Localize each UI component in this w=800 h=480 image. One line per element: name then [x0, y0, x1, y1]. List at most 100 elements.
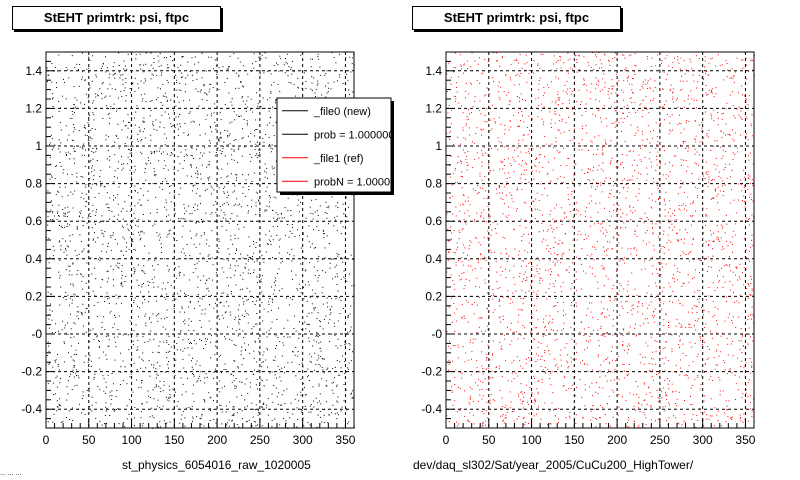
- scatter-point: [150, 330, 152, 332]
- scatter-point: [568, 130, 570, 131]
- scatter-point: [292, 226, 293, 228]
- scatter-point: [127, 145, 129, 147]
- scatter-point: [340, 278, 342, 280]
- scatter-point: [677, 56, 679, 58]
- scatter-point: [180, 151, 182, 153]
- scatter-point: [207, 164, 209, 166]
- scatter-point: [568, 99, 570, 101]
- scatter-point: [568, 365, 570, 367]
- scatter-point: [137, 83, 139, 85]
- scatter-point: [196, 72, 198, 74]
- legend: _file0 (new)prob = 1.000000_file1 (ref)p…: [276, 97, 394, 195]
- scatter-point: [80, 273, 82, 275]
- scatter-point: [57, 406, 59, 408]
- scatter-point: [96, 148, 98, 150]
- scatter-point: [70, 191, 72, 193]
- scatter-point: [93, 378, 95, 380]
- scatter-point: [555, 415, 556, 417]
- scatter-point: [651, 256, 653, 258]
- scatter-point: [99, 222, 101, 223]
- scatter-point: [703, 425, 705, 427]
- scatter-point: [65, 249, 67, 251]
- scatter-point: [726, 223, 728, 225]
- scatter-point: [590, 419, 592, 421]
- scatter-point: [509, 343, 511, 345]
- scatter-point: [74, 323, 76, 325]
- scatter-point: [719, 241, 721, 242]
- scatter-point: [534, 327, 536, 329]
- scatter-point: [100, 286, 102, 288]
- scatter-point: [308, 241, 310, 243]
- scatter-point: [580, 234, 582, 236]
- scatter-point: [78, 318, 79, 320]
- scatter-point: [141, 403, 143, 405]
- scatter-point: [226, 301, 228, 303]
- scatter-point: [238, 87, 240, 89]
- scatter-point: [664, 57, 666, 59]
- scatter-point: [185, 391, 187, 393]
- scatter-point: [274, 289, 275, 291]
- scatter-point: [161, 72, 163, 74]
- scatter-point: [157, 399, 159, 401]
- scatter-point: [116, 135, 118, 137]
- scatter-point: [621, 89, 623, 91]
- scatter-point: [250, 98, 252, 100]
- scatter-point: [635, 196, 637, 198]
- scatter-point: [326, 369, 328, 370]
- scatter-point: [73, 365, 75, 367]
- scatter-point: [88, 178, 90, 179]
- scatter-point: [576, 61, 578, 63]
- scatter-point: [105, 335, 107, 337]
- scatter-point: [50, 200, 52, 202]
- scatter-point: [581, 139, 583, 141]
- scatter-point: [193, 400, 195, 402]
- scatter-point: [671, 334, 673, 336]
- scatter-point: [88, 387, 90, 389]
- scatter-point: [149, 416, 151, 418]
- scatter-point: [462, 176, 463, 178]
- scatter-point: [60, 378, 62, 379]
- scatter-point: [646, 138, 648, 140]
- scatter-point: [88, 117, 90, 118]
- scatter-point: [732, 159, 734, 160]
- scatter-point: [126, 242, 128, 244]
- scatter-point: [745, 268, 747, 270]
- scatter-point: [105, 386, 107, 388]
- scatter-point: [211, 257, 213, 259]
- scatter-point: [481, 149, 483, 151]
- scatter-point: [497, 287, 499, 289]
- scatter-point: [183, 321, 185, 323]
- scatter-point: [347, 368, 349, 370]
- scatter-point: [197, 172, 199, 174]
- scatter-point: [266, 336, 268, 338]
- scatter-point: [167, 234, 169, 236]
- scatter-point: [670, 215, 672, 217]
- scatter-point: [140, 188, 142, 189]
- scatter-point: [169, 389, 171, 391]
- scatter-point: [501, 162, 503, 163]
- scatter-point: [223, 292, 225, 294]
- scatter-point: [84, 311, 86, 313]
- scatter-point: [122, 334, 124, 336]
- scatter-point: [182, 167, 184, 169]
- scatter-point: [282, 342, 284, 344]
- scatter-point: [560, 207, 562, 209]
- scatter-point: [303, 286, 304, 288]
- scatter-point: [697, 353, 699, 355]
- scatter-point: [554, 110, 556, 112]
- scatter-point: [470, 265, 472, 267]
- scatter-point: [178, 89, 180, 91]
- scatter-point: [305, 269, 307, 271]
- scatter-point: [288, 236, 290, 238]
- scatter-point: [180, 218, 182, 220]
- scatter-point: [163, 381, 165, 382]
- scatter-point: [465, 223, 467, 225]
- scatter-point: [220, 119, 222, 121]
- scatter-point: [557, 91, 559, 93]
- x-tick-label: 300: [293, 433, 313, 447]
- scatter-point: [115, 409, 117, 410]
- scatter-point: [134, 185, 136, 187]
- scatter-point: [167, 169, 169, 171]
- scatter-point: [727, 133, 729, 135]
- scatter-point: [166, 180, 168, 182]
